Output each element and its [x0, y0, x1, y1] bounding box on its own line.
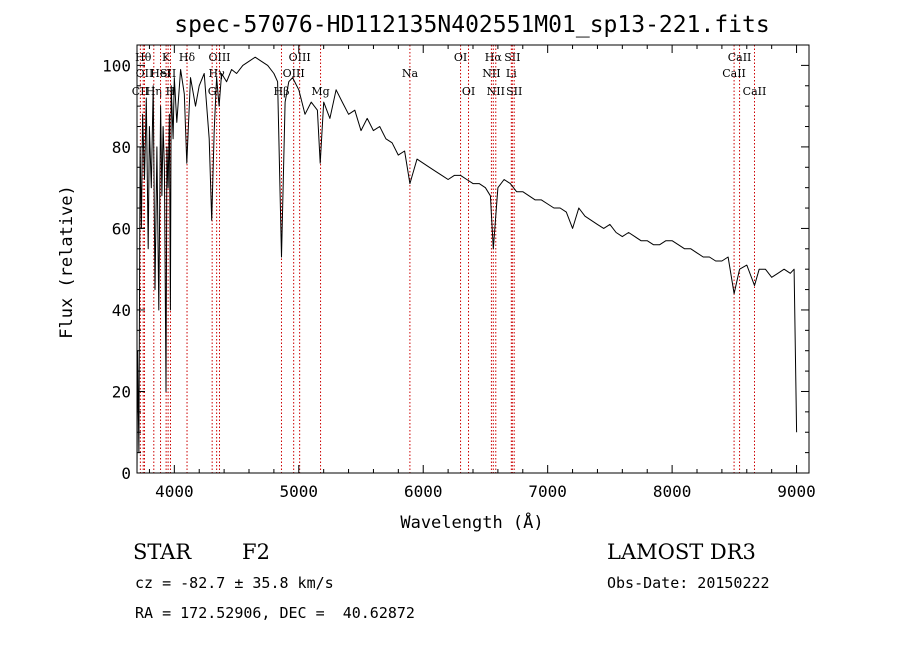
marker-label: CaII	[728, 51, 752, 64]
marker-label: OI	[462, 85, 475, 98]
cz-label: cz = -82.7 ± 35.8 km/s	[135, 574, 334, 592]
y-tick-label: 80	[112, 138, 131, 157]
marker-label: OIII	[283, 67, 305, 80]
class-label: STAR	[133, 540, 192, 564]
marker-label: CaII	[722, 67, 746, 80]
x-axis-label: Wavelength (Å)	[400, 511, 543, 533]
marker-label: SII	[160, 67, 176, 80]
x-tick-label: 4000	[155, 482, 194, 501]
marker-label: SII	[504, 51, 520, 64]
marker-label: G	[208, 85, 217, 98]
marker-label: H	[166, 85, 176, 98]
x-tick-label: 6000	[404, 482, 443, 501]
series-line-0	[136, 56, 798, 474]
x-ticks: 4000 5000 6000 7000 8000 9000	[148, 45, 816, 501]
marker-label: Hη	[146, 85, 162, 98]
y-ticks: 0 20 40 60 80 100	[102, 44, 809, 483]
y-axis-label: Flux (relative)	[57, 185, 77, 339]
marker-label: OI	[454, 51, 467, 64]
marker-label: NII	[482, 67, 500, 80]
x-tick-label: 8000	[653, 482, 692, 501]
chart-title: spec-57076-HD112135N402551M01_sp13-221.f…	[174, 12, 769, 38]
marker-label: Na	[402, 67, 419, 80]
y-tick-label: 20	[112, 382, 131, 401]
x-tick-label: 5000	[280, 482, 319, 501]
marker-label: SII	[506, 85, 522, 98]
marker-label: OII	[136, 67, 154, 80]
subclass-label: F2	[242, 540, 270, 564]
x-tick-label: 7000	[528, 482, 567, 501]
marker-label: Mg	[311, 85, 329, 98]
marker-label: NII	[487, 85, 505, 98]
y-tick-label: 60	[112, 219, 131, 238]
x-tick-label: 9000	[777, 482, 816, 501]
y-tick-label: 0	[121, 464, 131, 483]
marker-label: OIII	[208, 51, 230, 64]
obs-date-label: Obs-Date: 20150222	[607, 574, 770, 592]
radec-label: RA = 172.52906, DEC = 40.62872	[135, 604, 415, 622]
y-tick-label: 40	[112, 301, 131, 320]
plot-frame	[136, 44, 810, 474]
marker-label: Hα	[485, 51, 503, 64]
marker-label: Li	[506, 67, 517, 80]
marker-label: OIII	[289, 51, 311, 64]
marker-label: K	[162, 51, 171, 64]
y-tick-label: 100	[102, 56, 131, 75]
marker-label: Hθ	[135, 51, 152, 64]
marker-label: Hδ	[179, 51, 196, 64]
series-group	[136, 56, 798, 474]
marker-label: CaII	[743, 85, 767, 98]
survey-label: LAMOST DR3	[607, 540, 756, 564]
